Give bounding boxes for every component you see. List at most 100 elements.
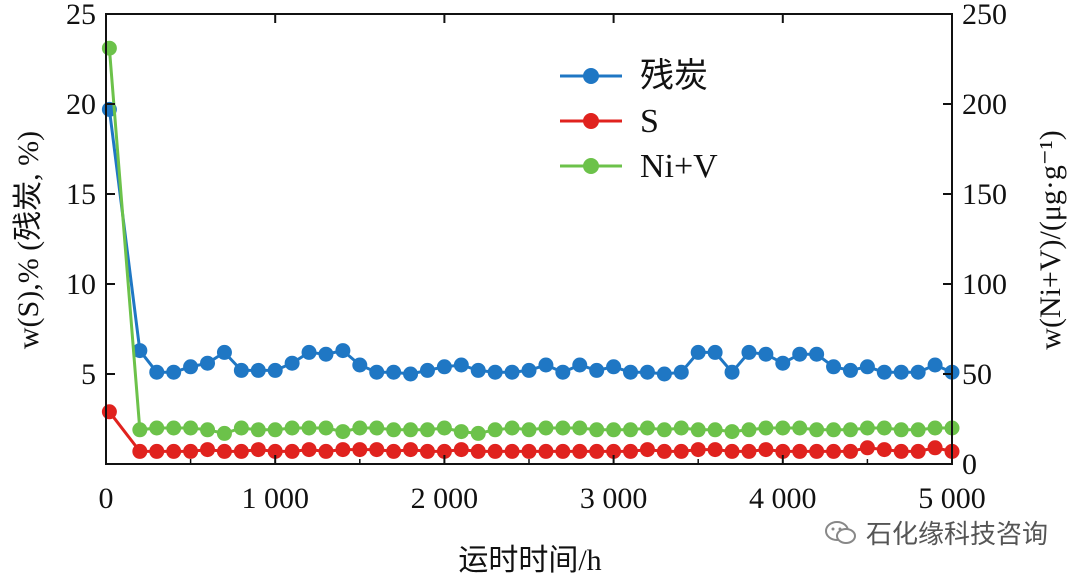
data-point-ni-v <box>132 422 148 438</box>
y-right-tick-label: 200 <box>962 88 1007 121</box>
series-layer <box>101 40 960 459</box>
data-point-residue <box>166 364 182 380</box>
y-right-tick-label: 0 <box>962 448 977 481</box>
data-point-residue <box>318 346 334 362</box>
y-axis-right-title: w(Ni+V)/(μg·g⁻¹) <box>1034 130 1067 349</box>
watermark: 石化缘科技咨询 <box>824 514 1048 551</box>
data-point-ni-v <box>910 422 926 438</box>
y-left-tick-label: 25 <box>66 0 96 31</box>
x-tick-label: 0 <box>99 482 114 515</box>
data-point-ni-v <box>352 420 368 436</box>
data-point-s <box>707 442 723 458</box>
data-point-residue <box>436 359 452 375</box>
data-point-ni-v <box>826 422 842 438</box>
data-point-s <box>910 443 926 459</box>
data-point-s <box>859 440 875 456</box>
data-point-s <box>487 443 503 459</box>
data-point-residue <box>487 364 503 380</box>
data-point-ni-v <box>775 420 791 436</box>
x-tick-label: 5 000 <box>918 482 986 515</box>
data-point-s <box>724 443 740 459</box>
y-left-tick-label: 5 <box>81 358 96 391</box>
data-point-ni-v <box>690 422 706 438</box>
data-point-ni-v <box>436 420 452 436</box>
data-point-s <box>386 443 402 459</box>
data-point-ni-v <box>216 425 232 441</box>
data-point-ni-v <box>673 420 689 436</box>
data-point-residue <box>639 364 655 380</box>
data-point-residue <box>504 364 520 380</box>
data-point-s <box>606 443 622 459</box>
y-left-tick-label: 10 <box>66 268 96 301</box>
data-point-s <box>893 443 909 459</box>
data-point-residue <box>369 364 385 380</box>
data-point-ni-v <box>369 420 385 436</box>
data-point-s <box>453 442 469 458</box>
data-point-ni-v <box>419 422 435 438</box>
data-point-ni-v <box>200 422 216 438</box>
data-point-s <box>876 442 892 458</box>
data-point-s <box>470 443 486 459</box>
data-point-s <box>149 443 165 459</box>
data-point-ni-v <box>403 422 419 438</box>
y-left-tick-label: 20 <box>66 88 96 121</box>
data-point-residue <box>149 364 165 380</box>
data-point-s <box>352 442 368 458</box>
data-point-s <box>419 443 435 459</box>
data-point-residue <box>656 366 672 382</box>
data-point-ni-v <box>504 420 520 436</box>
legend-marker-residue <box>583 68 599 84</box>
data-point-residue <box>842 362 858 378</box>
data-point-s <box>101 404 117 420</box>
data-point-s <box>572 443 588 459</box>
data-point-s <box>369 442 385 458</box>
watermark-text: 石化缘科技咨询 <box>865 520 1048 550</box>
data-point-residue <box>200 355 216 371</box>
data-point-ni-v <box>386 422 402 438</box>
data-point-s <box>284 443 300 459</box>
legend-label-residue: 残炭 <box>640 57 708 95</box>
data-point-ni-v <box>555 420 571 436</box>
x-tick-label: 1 000 <box>241 482 309 515</box>
data-point-ni-v <box>758 420 774 436</box>
data-point-ni-v <box>183 420 199 436</box>
data-point-residue <box>470 362 486 378</box>
data-point-s <box>436 443 452 459</box>
data-point-residue <box>538 357 554 373</box>
data-point-ni-v <box>267 422 283 438</box>
data-point-s <box>792 443 808 459</box>
data-point-residue <box>335 343 351 359</box>
data-point-ni-v <box>521 422 537 438</box>
data-point-ni-v <box>589 422 605 438</box>
data-point-residue <box>673 364 689 380</box>
data-point-residue <box>927 357 943 373</box>
data-point-ni-v <box>470 425 486 441</box>
legend-label-s: S <box>640 103 659 140</box>
data-point-ni-v <box>335 424 351 440</box>
data-point-residue <box>741 344 757 360</box>
y-right-tick-label: 50 <box>962 358 992 391</box>
data-point-s <box>623 443 639 459</box>
data-point-s <box>335 442 351 458</box>
data-point-residue <box>707 344 723 360</box>
data-point-ni-v <box>893 422 909 438</box>
data-point-ni-v <box>101 40 117 56</box>
data-point-ni-v <box>149 420 165 436</box>
data-point-ni-v <box>741 422 757 438</box>
data-point-s <box>301 442 317 458</box>
data-point-residue <box>132 343 148 359</box>
x-tick-label: 4 000 <box>749 482 817 515</box>
data-point-s <box>673 443 689 459</box>
data-point-ni-v <box>318 420 334 436</box>
x-tick-label: 2 000 <box>411 482 479 515</box>
data-point-ni-v <box>859 420 875 436</box>
x-tick-label: 3 000 <box>580 482 648 515</box>
data-point-residue <box>758 346 774 362</box>
data-point-ni-v <box>233 420 249 436</box>
data-point-s <box>927 440 943 456</box>
data-point-residue <box>792 346 808 362</box>
data-point-ni-v <box>606 422 622 438</box>
data-point-residue <box>589 362 605 378</box>
